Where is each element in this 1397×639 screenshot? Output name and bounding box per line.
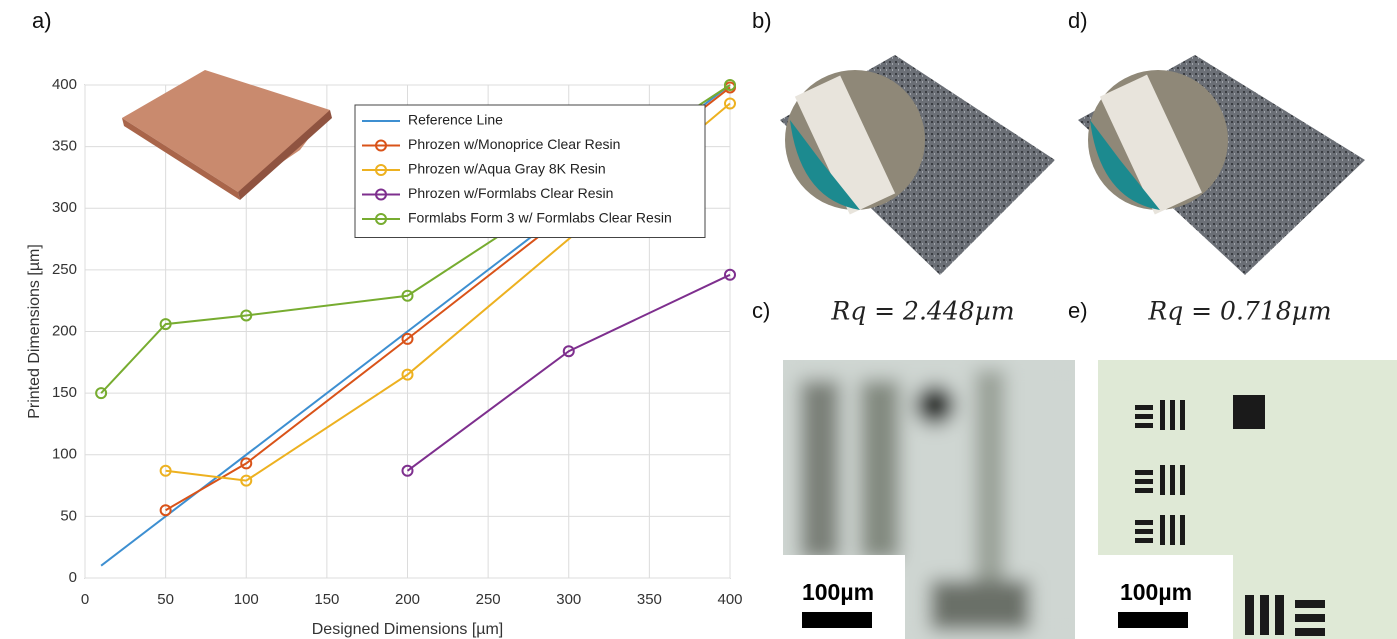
legend-label: Formlabs Form 3 w/ Formlabs Clear Resin bbox=[408, 210, 672, 226]
y-tick-label: 250 bbox=[52, 261, 77, 278]
y-tick-label: 50 bbox=[60, 507, 77, 524]
x-tick-label: 400 bbox=[717, 591, 742, 608]
x-tick-label: 0 bbox=[81, 591, 89, 608]
y-tick-label: 300 bbox=[52, 199, 77, 216]
page: a) b) c) d) e) Rq = 2.448µm Rq = 0.718µm… bbox=[0, 0, 1397, 639]
surface-image-b bbox=[780, 55, 1055, 275]
legend-label: Phrozen w/Formlabs Clear Resin bbox=[408, 185, 613, 201]
x-tick-label: 150 bbox=[314, 591, 339, 608]
x-tick-label: 250 bbox=[476, 591, 501, 608]
x-axis-title: Designed Dimensions [µm] bbox=[312, 621, 504, 638]
scale-bar-label: 100µm bbox=[802, 579, 874, 605]
x-tick-label: 200 bbox=[395, 591, 420, 608]
panel-label: d) bbox=[1068, 8, 1088, 33]
panel-label: b) bbox=[752, 8, 772, 33]
surface-image-d bbox=[1078, 55, 1365, 275]
y-tick-label: 150 bbox=[52, 384, 77, 401]
scale-bar-label: 100µm bbox=[1120, 579, 1192, 605]
x-tick-label: 300 bbox=[556, 591, 581, 608]
figure: a) b) c) d) e) Rq = 2.448µm Rq = 0.718µm… bbox=[0, 0, 1397, 639]
roughness-label: Rq = 2.448µm bbox=[830, 297, 1014, 326]
panel-label: a) bbox=[32, 8, 52, 33]
y-tick-label: 0 bbox=[69, 569, 77, 586]
legend-label: Reference Line bbox=[408, 112, 503, 128]
legend-label: Phrozen w/Aqua Gray 8K Resin bbox=[408, 161, 606, 177]
panel-label: c) bbox=[752, 298, 770, 323]
roughness-label: Rq = 0.718µm bbox=[1147, 297, 1331, 326]
legend-label: Phrozen w/Monoprice Clear Resin bbox=[408, 136, 620, 152]
x-tick-label: 350 bbox=[637, 591, 662, 608]
y-tick-label: 350 bbox=[52, 138, 77, 155]
x-tick-label: 100 bbox=[234, 591, 259, 608]
y-tick-label: 200 bbox=[52, 322, 77, 339]
x-tick-label: 50 bbox=[157, 591, 174, 608]
y-axis-title: Printed Dimensions [µm] bbox=[26, 244, 43, 419]
panel-label: e) bbox=[1068, 298, 1088, 323]
y-tick-label: 400 bbox=[52, 76, 77, 93]
y-tick-label: 100 bbox=[52, 446, 77, 463]
